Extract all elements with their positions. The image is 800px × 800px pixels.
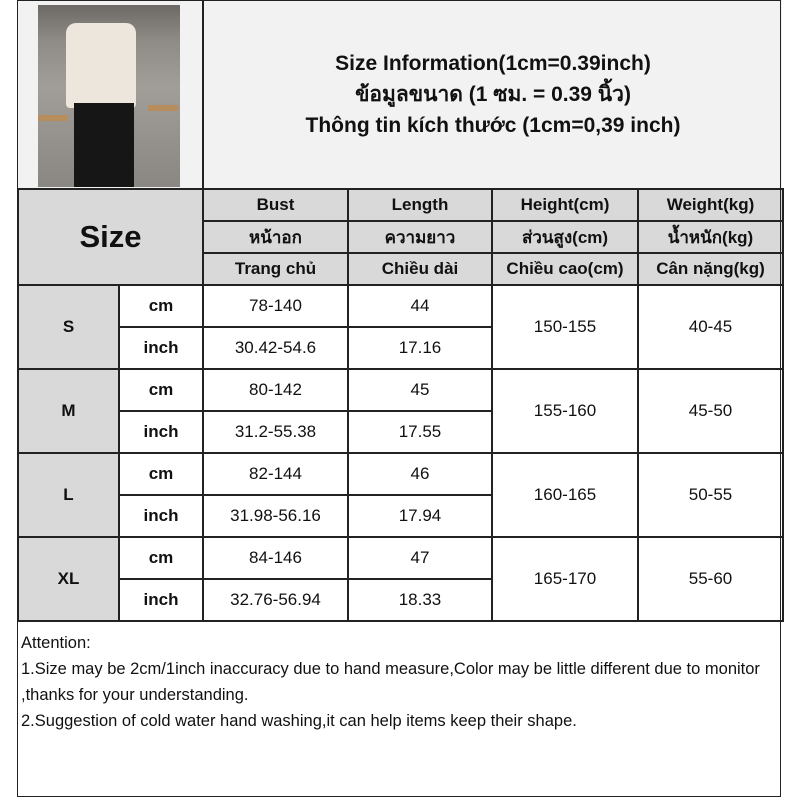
col-height-en: Height(cm) — [491, 188, 639, 222]
size-table: Size Bust Length Height(cm) Weight(kg) ห… — [17, 188, 784, 622]
length-inch: 18.33 — [347, 578, 493, 622]
unit-inch: inch — [118, 410, 204, 454]
col-length-en: Length — [347, 188, 493, 222]
col-bust-en: Bust — [202, 188, 349, 222]
col-bust-vi: Trang chủ — [202, 252, 349, 286]
attention-title: Attention: — [21, 634, 91, 652]
table-row-cm: M cm 80-142 45 155-160 45-50 — [17, 368, 784, 454]
table-row-cm: S cm 78-140 44 150-155 40-45 — [17, 284, 784, 370]
col-height-th: ส่วนสูง(cm) — [491, 220, 639, 254]
size-header: Size — [17, 188, 204, 286]
title-en: Size Information(1cm=0.39inch) — [335, 52, 651, 75]
col-bust-th: หน้าอก — [202, 220, 349, 254]
height-cell: 150-155 — [491, 284, 639, 370]
bust-cm: 82-144 — [202, 452, 349, 496]
length-cm: 47 — [347, 536, 493, 580]
col-weight-vi: Cân nặng(kg) — [637, 252, 784, 286]
unit-inch: inch — [118, 494, 204, 538]
divider — [202, 0, 204, 188]
height-cell: 155-160 — [491, 368, 639, 454]
size-cell: S — [17, 284, 120, 370]
col-length-vi: Chiều dài — [347, 252, 493, 286]
unit-cm: cm — [118, 452, 204, 496]
col-height-vi: Chiều cao(cm) — [491, 252, 639, 286]
length-inch: 17.16 — [347, 326, 493, 370]
title-vi: Thông tin kích thước (1cm=0,39 inch) — [305, 114, 681, 137]
title-th: ข้อมูลขนาด (1 ซม. = 0.39 นิ้ว) — [355, 83, 631, 106]
bust-cm: 80-142 — [202, 368, 349, 412]
weight-cell: 40-45 — [637, 284, 784, 370]
table-row-inch: inch 31.98-56.16 17.94 — [18, 494, 783, 538]
length-cm: 45 — [347, 368, 493, 412]
size-cell: XL — [17, 536, 120, 622]
weight-cell: 55-60 — [637, 536, 784, 622]
height-cell: 165-170 — [491, 536, 639, 622]
size-cell: M — [17, 368, 120, 454]
unit-inch: inch — [118, 578, 204, 622]
length-inch: 17.94 — [347, 494, 493, 538]
bust-inch: 31.2-55.38 — [202, 410, 349, 454]
bust-inch: 32.76-56.94 — [202, 578, 349, 622]
table-row-cm: XL cm 84-146 47 165-170 55-60 — [17, 536, 784, 622]
weight-cell: 50-55 — [637, 452, 784, 538]
garment-top — [66, 23, 136, 108]
height-cell: 160-165 — [491, 452, 639, 538]
table-row-inch: inch 32.76-56.94 18.33 — [18, 578, 783, 622]
attention-notes: Attention: 1.Size may be 2cm/1inch inacc… — [21, 630, 781, 734]
col-weight-en: Weight(kg) — [637, 188, 784, 222]
bust-inch: 31.98-56.16 — [202, 494, 349, 538]
size-cell: L — [17, 452, 120, 538]
unit-inch: inch — [118, 326, 204, 370]
table-row-inch: inch 30.42-54.6 17.16 — [18, 326, 783, 370]
unit-cm: cm — [118, 284, 204, 328]
outer-border — [17, 0, 781, 797]
attention-line-1: 1.Size may be 2cm/1inch inaccuracy due t… — [21, 660, 760, 704]
product-photo — [38, 5, 180, 187]
attention-line-2: 2.Suggestion of cold water hand washing,… — [21, 712, 577, 730]
length-cm: 44 — [347, 284, 493, 328]
bust-inch: 30.42-54.6 — [202, 326, 349, 370]
table-row-cm: L cm 82-144 46 160-165 50-55 — [17, 452, 784, 538]
length-cm: 46 — [347, 452, 493, 496]
unit-cm: cm — [118, 368, 204, 412]
bust-cm: 78-140 — [202, 284, 349, 328]
garment-pants — [74, 103, 134, 187]
table-row-inch: inch 31.2-55.38 17.55 — [18, 410, 783, 454]
weight-cell: 45-50 — [637, 368, 784, 454]
unit-cm: cm — [118, 536, 204, 580]
col-weight-th: น้ำหนัก(kg) — [637, 220, 784, 254]
length-inch: 17.55 — [347, 410, 493, 454]
bust-cm: 84-146 — [202, 536, 349, 580]
col-length-th: ความยาว — [347, 220, 493, 254]
title-block: Size Information(1cm=0.39inch) ข้อมูลขนา… — [204, 48, 782, 141]
